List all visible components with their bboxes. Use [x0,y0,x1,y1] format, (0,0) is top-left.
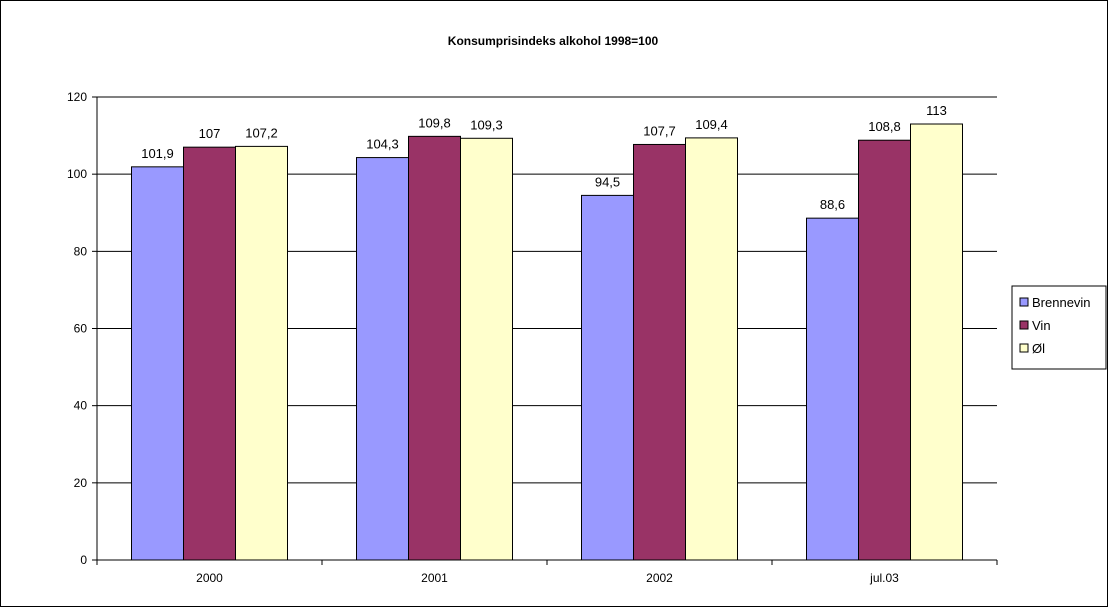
data-label: 107,7 [643,123,676,138]
x-tick-label: jul.03 [869,571,899,585]
y-tick-label: 20 [74,476,88,490]
y-tick-label: 0 [80,553,87,567]
y-tick-label: 100 [67,167,87,181]
bar-brennevin-2000 [131,166,184,561]
bar-øl-2000 [235,145,288,561]
data-label: 107,2 [245,125,278,140]
bar-vin-2002 [633,143,686,561]
bar-øl-2002 [685,137,738,561]
legend: Brennevin Vin Øl [1011,285,1107,370]
bar-brennevin-2001 [356,157,409,561]
x-tick-label: 2001 [421,571,448,585]
data-label: 109,8 [418,115,451,130]
data-label: 94,5 [595,174,620,189]
bar-øl-2001 [460,137,513,561]
data-label: 113 [926,103,947,118]
x-tick-label: 2000 [196,571,223,585]
legend-swatch-vin [1019,320,1029,330]
data-label: 109,3 [470,117,503,132]
chart-title: Konsumprisindeks alkohol 1998=100 [448,34,659,48]
y-tick-label: 40 [74,399,88,413]
data-label: 104,3 [366,137,399,152]
legend-label: Vin [1032,318,1051,333]
bar-brennevin-jul-03 [806,217,859,561]
y-tick-label: 80 [74,244,88,258]
axes: 0 20 40 60 80 100 120 2000 2001 2002 jul.03 [67,90,998,585]
data-label: 107 [199,126,221,141]
bar-brennevin-2002 [581,194,634,561]
data-label: 108,8 [868,119,901,134]
legend-swatch-øl [1019,343,1029,353]
legend-swatch-brennevin [1019,297,1029,307]
bars [131,123,963,561]
legend-label: Øl [1032,341,1045,356]
bar-vin-2000 [183,146,236,561]
bar-vin-jul-03 [858,139,911,561]
legend-label: Brennevin [1032,295,1091,310]
data-label: 88,6 [820,197,845,212]
x-tick-label: 2002 [646,571,673,585]
y-tick-label: 120 [67,90,87,104]
bar-øl-jul-03 [910,123,963,561]
data-label: 109,4 [695,117,728,132]
y-tick-label: 60 [74,322,88,336]
bar-vin-2001 [408,135,461,561]
data-label: 101,9 [141,146,174,161]
data-labels: 101,9 104,3 94,5 88,6 107 109,8 107,7 108,8 107,… [141,103,947,212]
